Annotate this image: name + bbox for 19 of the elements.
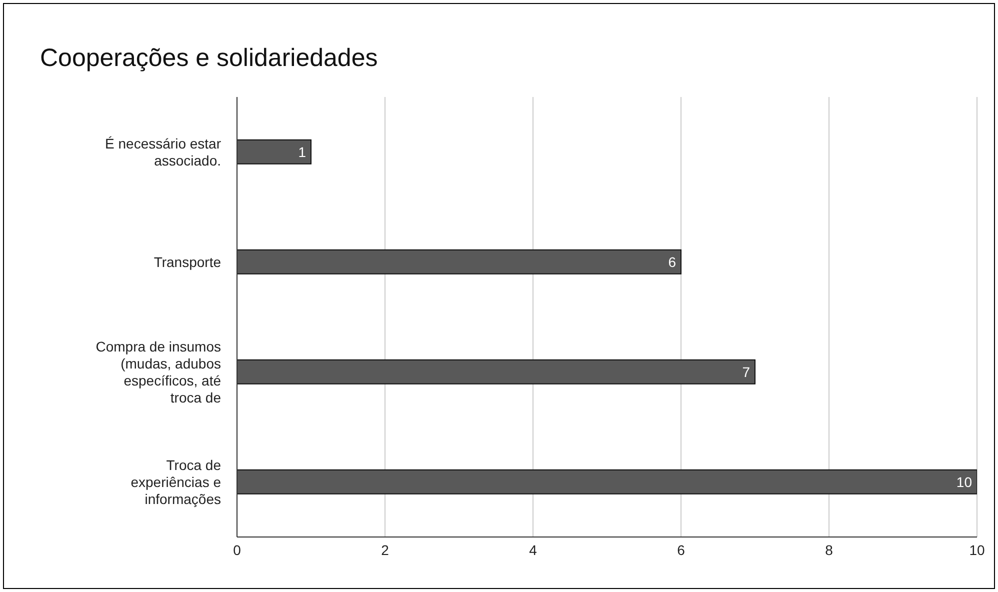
x-tick-label: 4 xyxy=(529,542,538,558)
data-label: 7 xyxy=(742,364,750,380)
bar xyxy=(237,359,756,384)
x-tick-label: 2 xyxy=(381,542,390,558)
x-tick-label: 10 xyxy=(969,542,985,558)
x-tick-label: 6 xyxy=(677,542,686,558)
x-tick-label: 8 xyxy=(825,542,834,558)
bar xyxy=(237,249,682,274)
y-tick-label: Transporte xyxy=(154,254,222,270)
x-tick-label: 0 xyxy=(233,542,242,558)
y-tick-label: É necessário estar associado. xyxy=(105,136,222,168)
data-label: 10 xyxy=(956,474,972,490)
bar xyxy=(237,139,312,164)
y-tick-label: Compra de insumos (mudas, adubos específicos, até troca de xyxy=(96,338,222,406)
chart-title: Cooperações e solidariedades xyxy=(40,44,378,73)
bar xyxy=(237,469,977,494)
data-label: 6 xyxy=(668,254,676,270)
y-tick-label: Troca de experiências e informações xyxy=(130,457,222,507)
data-label: 1 xyxy=(298,144,306,160)
